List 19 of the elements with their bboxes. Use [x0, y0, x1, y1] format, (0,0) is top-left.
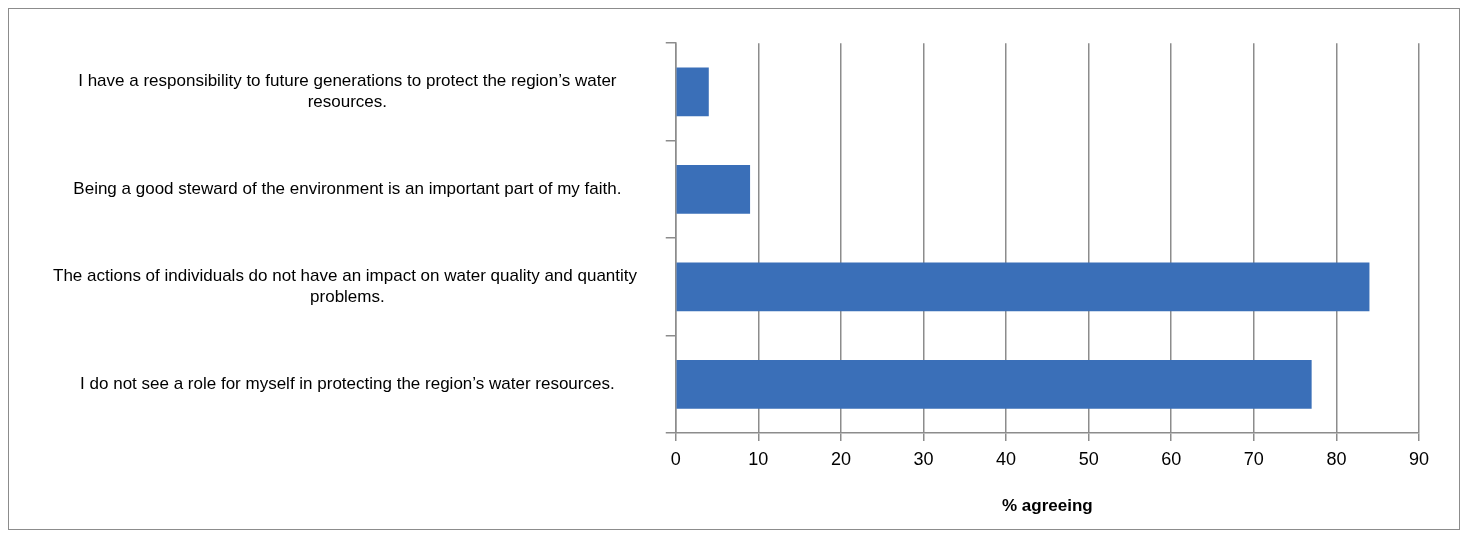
x-tick-label: 90 [1408, 448, 1430, 469]
y-tick-label: I have a responsibility to future generations to protect the region’s water resources. [78, 71, 617, 111]
bar [676, 262, 1370, 312]
x-tick-label: 10 [748, 448, 769, 469]
x-tick-label: 0 [670, 448, 681, 469]
bar [676, 359, 1312, 409]
x-tick-label: 80 [1326, 448, 1347, 469]
x-tick-label: 50 [1078, 448, 1099, 469]
x-axis-title: % agreeing [1002, 496, 1093, 516]
bar [676, 67, 709, 117]
x-tick-label: 60 [1161, 448, 1182, 469]
y-tick-label: I do not see a role for myself in protecting the region’s water resources. [80, 373, 615, 393]
x-tick-label: 20 [830, 448, 851, 469]
x-tick-label: 70 [1243, 448, 1264, 469]
y-tick-label: Being a good steward of the environment is an important part of my faith. [73, 179, 622, 199]
bar [676, 165, 751, 214]
y-tick-label: The actions of individuals do not have an impact on water quality and quantity problems. [53, 266, 642, 306]
x-tick-label: 40 [996, 448, 1017, 469]
x-tick-label: 30 [913, 448, 934, 469]
